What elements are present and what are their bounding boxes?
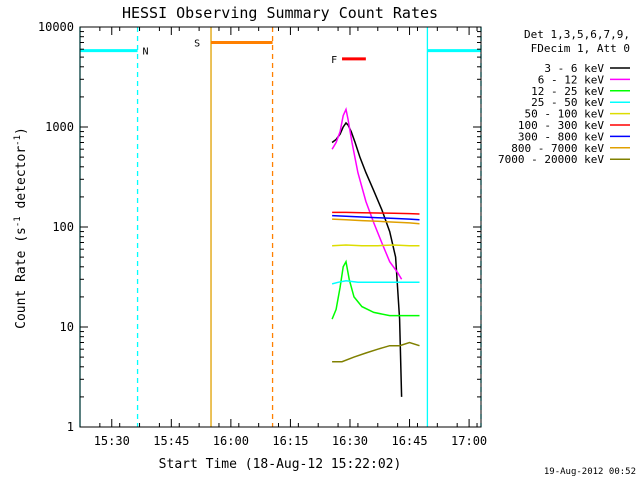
flag-label-f: F (331, 55, 337, 66)
y-tick-label: 1000 (45, 120, 74, 134)
y-tick-label: 100 (52, 220, 74, 234)
series-line (331, 106, 403, 280)
legend-entry-label: 25 - 50 keV (531, 96, 604, 109)
x-tick-label: 16:45 (391, 434, 427, 448)
x-tick-label: 16:15 (272, 434, 308, 448)
series-line (332, 218, 420, 225)
series-line (332, 244, 420, 247)
legend-entry-label: 50 - 100 keV (525, 108, 605, 121)
x-tick-label: 15:45 (153, 434, 189, 448)
plot-frame (79, 26, 482, 428)
y-tick-label: 10000 (38, 20, 74, 34)
series-line (331, 259, 420, 320)
legend-entry-label: 300 - 800 keV (518, 130, 604, 143)
flag-label-s: S (194, 38, 200, 49)
series-line (332, 211, 420, 215)
x-tick-label: 17:00 (451, 434, 487, 448)
y-tick-label: 10 (60, 320, 74, 334)
series-line (331, 121, 403, 397)
y-tick-label: 1 (67, 420, 74, 434)
flag-label-n: N (142, 47, 148, 58)
footer-timestamp: 19-Aug-2012 00:52 (544, 467, 636, 477)
chart-title: HESSI Observing Summary Count Rates (122, 4, 438, 22)
series-line (332, 341, 420, 363)
x-tick-label: 16:00 (213, 434, 249, 448)
legend-header: Det 1,3,5,6,7,9, (524, 28, 630, 41)
x-axis-label: Start Time (18-Aug-12 15:22:02) (159, 457, 402, 472)
legend-entry-label: 100 - 300 keV (518, 119, 604, 132)
x-tick-label: 15:30 (94, 434, 130, 448)
legend-entry-label: 6 - 12 keV (538, 73, 605, 86)
plot-area: N S F 15:30 15:45 16:00 16:15 16:30 16:45 17:00 1 1… (38, 20, 487, 448)
series-line (332, 214, 420, 221)
legend-header: FDecim 1, Att 0 (531, 42, 630, 55)
x-tick-label: 16:30 (332, 434, 368, 448)
legend-entry-label: 3 - 6 keV (544, 62, 604, 75)
legend-entry-label: 7000 - 20000 keV (498, 153, 604, 166)
y-axis-label: Count Rate (s-1 detector-1) (13, 127, 29, 329)
series-line (331, 280, 420, 285)
legend: Det 1,3,5,6,7,9,FDecim 1, Att 0 3 - 6 keV… (498, 28, 630, 166)
legend-entry-label: 12 - 25 keV (531, 85, 604, 98)
legend-entry-label: 800 - 7000 keV (511, 142, 604, 155)
